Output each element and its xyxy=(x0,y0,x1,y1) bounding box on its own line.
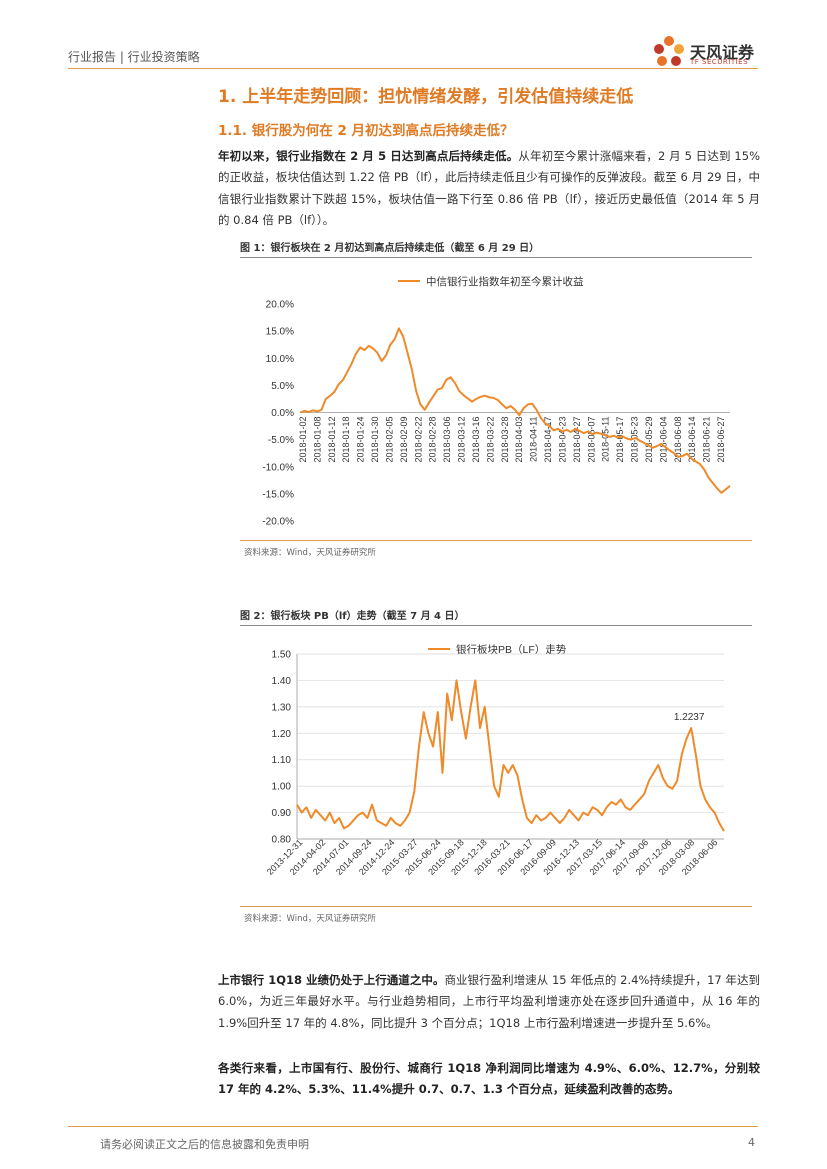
x-tick-label: 2018-02-05 xyxy=(384,417,394,463)
x-tick-label: 2018-01-24 xyxy=(356,417,366,463)
y-tick-label: -15.0% xyxy=(262,489,294,500)
paragraph-2: 上市银行 1Q18 业绩仍处于上行通道之中。商业银行盈利增速从 15 年低点的 … xyxy=(218,970,760,1034)
footer-disclaimer: 请务必阅读正文之后的信息披露和免责申明 xyxy=(100,1138,309,1151)
section-heading: 1. 上半年走势回顾：担忧情绪发酵，引发估值持续走低 xyxy=(218,87,634,107)
y-tick-label: 5.0% xyxy=(271,381,294,392)
x-tick-label: 2018-01-02 xyxy=(298,417,308,463)
y-tick-label: 1.50 xyxy=(272,650,292,661)
x-tick-label: 2018-01-30 xyxy=(370,417,380,463)
y-tick-label: -20.0% xyxy=(262,517,294,528)
x-tick-label: 2018-03-12 xyxy=(457,417,467,463)
header-divider xyxy=(68,68,758,69)
paragraph-1-body: 从年初至今累计涨幅来看，2 月 5 日达到 15%的正收益，板块估值达到 1.2… xyxy=(218,149,760,227)
x-tick-label: 2018-05-29 xyxy=(644,417,654,463)
paragraph-1: 年初以来，银行业指数在 2 月 5 日达到高点后持续走低。从年初至今累计涨幅来看… xyxy=(218,146,760,231)
x-tick-label: 2018-01-08 xyxy=(312,417,322,463)
x-tick-label: 2018-06-27 xyxy=(716,417,726,463)
x-tick-label: 2018-03-22 xyxy=(485,417,495,463)
x-tick-label: 2018-05-17 xyxy=(615,417,625,463)
y-tick-label: 1.30 xyxy=(272,702,292,713)
x-tick-label: 2018-06-21 xyxy=(702,416,712,462)
brand-logo-icon xyxy=(654,36,684,66)
y-tick-label: 0.0% xyxy=(271,408,294,419)
y-tick-label: 15.0% xyxy=(266,327,294,338)
y-tick-label: 0.80 xyxy=(272,835,292,846)
x-tick-label: 2018-04-17 xyxy=(543,417,553,463)
x-tick-label: 2018-05-11 xyxy=(601,417,611,462)
x-tick-label: 2018-01-12 xyxy=(327,417,337,463)
figure-1-source: 资料来源：Wind，天风证券研究所 xyxy=(244,548,376,558)
brand-name-en: TF SECURITIES xyxy=(690,58,749,66)
x-tick-label: 2018-06-08 xyxy=(673,417,683,463)
paragraph-3: 各类行来看，上市国有行、股份行、城商行 1Q18 净利润同比增速为 4.9%、6… xyxy=(218,1058,760,1101)
x-tick-label: 2018-03-16 xyxy=(471,417,481,463)
breadcrumb: 行业报告 | 行业投资策略 xyxy=(68,50,200,64)
figure-2-bottom-rule xyxy=(240,906,752,907)
legend-label: 中信银行业指数年初至今累计收益 xyxy=(426,275,584,288)
y-tick-label: 0.90 xyxy=(272,808,292,819)
figure-1-chart: 中信银行业指数年初至今累计收益 20.0% 15.0% 10.0% 5.0% 0.0% -5… xyxy=(262,275,731,528)
paragraph-3-lead: 各类行来看，上市国有行、股份行、城商行 1Q18 净利润同比增速为 4.9%、6… xyxy=(218,1061,760,1097)
x-tick-label: 2018-06-14 xyxy=(687,417,697,463)
x-tick-label: 2018-05-23 xyxy=(630,417,640,463)
y-tick-label: 1.10 xyxy=(272,755,292,766)
y-tick-label: 1.00 xyxy=(272,782,292,793)
paragraph-1-lead: 年初以来，银行业指数在 2 月 5 日达到高点后持续走低。 xyxy=(218,149,519,163)
figure-2-source: 资料来源：Wind，天风证券研究所 xyxy=(244,914,376,924)
legend-label: 银行板块PB（LF）走势 xyxy=(456,643,567,656)
figure-2-title: 图 2：银行板块 PB（lf）走势（截至 7 月 4 日） xyxy=(240,611,465,622)
x-tick-label: 2018-03-06 xyxy=(442,417,452,463)
y-tick-label: -10.0% xyxy=(262,462,294,473)
x-tick-label: 2018-04-23 xyxy=(557,417,567,463)
x-tick-label: 2018-04-03 xyxy=(514,417,524,463)
x-tick-label: 2018-06-04 xyxy=(658,417,668,463)
series-line xyxy=(299,327,731,494)
x-tick-label: 2018-02-28 xyxy=(428,417,438,463)
brand-name: 天风证券 xyxy=(690,43,755,62)
x-tick-label: 2018-05-07 xyxy=(586,417,596,463)
subsection-heading: 1.1. 银行股为何在 2 月初达到高点后持续走低？ xyxy=(218,123,514,139)
page-number: 4 xyxy=(748,1136,755,1149)
figure-1-bottom-rule xyxy=(240,540,752,541)
y-tick-label: 20.0% xyxy=(266,300,294,311)
x-tick-label: 2018-01-18 xyxy=(341,417,351,463)
figure-1-title: 图 1：银行板块在 2 月初达到高点后持续走低（截至 6 月 29 日） xyxy=(240,243,540,254)
y-tick-label: 1.20 xyxy=(272,729,292,740)
paragraph-2-lead: 上市银行 1Q18 业绩仍处于上行通道之中。 xyxy=(218,973,445,987)
x-tick-label: 2018-02-22 xyxy=(413,417,423,463)
x-tick-label: 2018-04-27 xyxy=(572,417,582,463)
figure-2-top-rule xyxy=(240,625,752,626)
paragraph-2-body: 商业银行盈利增速从 15 年低点的 2.4%持续提升，17 年达到 6.0%，为… xyxy=(218,973,760,1030)
peak-annotation: 1.2237 xyxy=(674,712,705,723)
footer-divider xyxy=(68,1126,758,1127)
y-tick-label: 1.40 xyxy=(272,676,292,687)
y-tick-label: -5.0% xyxy=(268,435,294,446)
series-line xyxy=(296,679,725,832)
x-tick-label: 2018-02-09 xyxy=(399,417,409,463)
figure-2-chart: 银行板块PB（LF）走势 1.50 1.40 1.30 1.20 1.10 1.00 0.90… xyxy=(265,643,725,877)
x-tick-label: 2018-04-11 xyxy=(529,417,539,462)
figure-1-top-rule xyxy=(240,257,752,258)
y-tick-label: 10.0% xyxy=(266,354,294,365)
x-tick-label: 2018-03-28 xyxy=(500,417,510,463)
